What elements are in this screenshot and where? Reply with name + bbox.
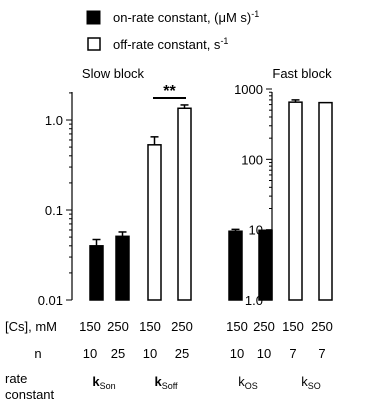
fast-rate-constant-label: kOS bbox=[238, 374, 258, 391]
slow-cs-value: 150 bbox=[79, 319, 101, 334]
slow-block-title: Slow block bbox=[82, 66, 145, 81]
fast-bar bbox=[228, 230, 243, 301]
slow-ytick-label: 1.0 bbox=[45, 113, 63, 128]
fast-n-value: 7 bbox=[289, 346, 296, 361]
slow-rate-constant-label: kSoff bbox=[154, 374, 178, 391]
rate-row-label-line1: rate bbox=[5, 371, 27, 386]
slow-cs-value: 250 bbox=[107, 319, 129, 334]
slow-bar bbox=[89, 245, 104, 301]
fast-cs-value: 150 bbox=[226, 319, 248, 334]
legend-swatch-on-rate bbox=[86, 10, 101, 25]
rate-row-label-line2: constant bbox=[5, 387, 55, 402]
n-row-label: n bbox=[34, 346, 41, 361]
row-values: 150 10 250 25 150 10 250 25 kSon kSoff 150 10 250 10 1… bbox=[79, 319, 333, 391]
fast-bar bbox=[318, 101, 333, 301]
fast-ytick-label: 1000 bbox=[234, 82, 263, 97]
slow-n-value: 10 bbox=[83, 346, 97, 361]
fast-bar bbox=[258, 229, 273, 301]
legend-label-off-rate: off-rate constant, s-1 bbox=[113, 36, 228, 52]
legend-swatch-off-rate bbox=[87, 37, 101, 51]
fast-cs-value: 250 bbox=[253, 319, 275, 334]
fast-n-value: 7 bbox=[318, 346, 325, 361]
slow-n-value: 10 bbox=[143, 346, 157, 361]
slow-cs-value: 250 bbox=[171, 319, 193, 334]
slow-bar bbox=[177, 107, 192, 301]
significance-stars: ** bbox=[163, 83, 176, 100]
fast-cs-value: 150 bbox=[282, 319, 304, 334]
fast-n-value: 10 bbox=[257, 346, 271, 361]
fast-rate-constant-label: kSO bbox=[301, 374, 321, 391]
slow-rate-constant-label: kSon bbox=[92, 374, 115, 391]
slow-ytick-label: 0.1 bbox=[45, 203, 63, 218]
slow-n-value: 25 bbox=[111, 346, 125, 361]
fast-block-title: Fast block bbox=[272, 66, 332, 81]
slow-cs-value: 150 bbox=[139, 319, 161, 334]
cs-row-label: [Cs], mM bbox=[5, 319, 57, 334]
legend-on-sup: -1 bbox=[251, 9, 259, 19]
legend: on-rate constant, (μM s)-1 off-rate cons… bbox=[86, 9, 259, 52]
legend-off-sup: -1 bbox=[220, 36, 228, 46]
fast-ytick-label: 100 bbox=[241, 152, 263, 167]
fast-cs-value: 250 bbox=[311, 319, 333, 334]
fast-bar bbox=[288, 101, 303, 301]
slow-bar bbox=[115, 235, 130, 301]
legend-label-on-rate: on-rate constant, (μM s)-1 bbox=[113, 9, 259, 25]
fast-n-value: 10 bbox=[230, 346, 244, 361]
slow-bar bbox=[147, 144, 162, 301]
slow-ytick-label: 0.01 bbox=[38, 293, 63, 308]
slow-n-value: 25 bbox=[175, 346, 189, 361]
slow-block-panel: 0.01 0.1 1.0 ** bbox=[38, 83, 192, 308]
